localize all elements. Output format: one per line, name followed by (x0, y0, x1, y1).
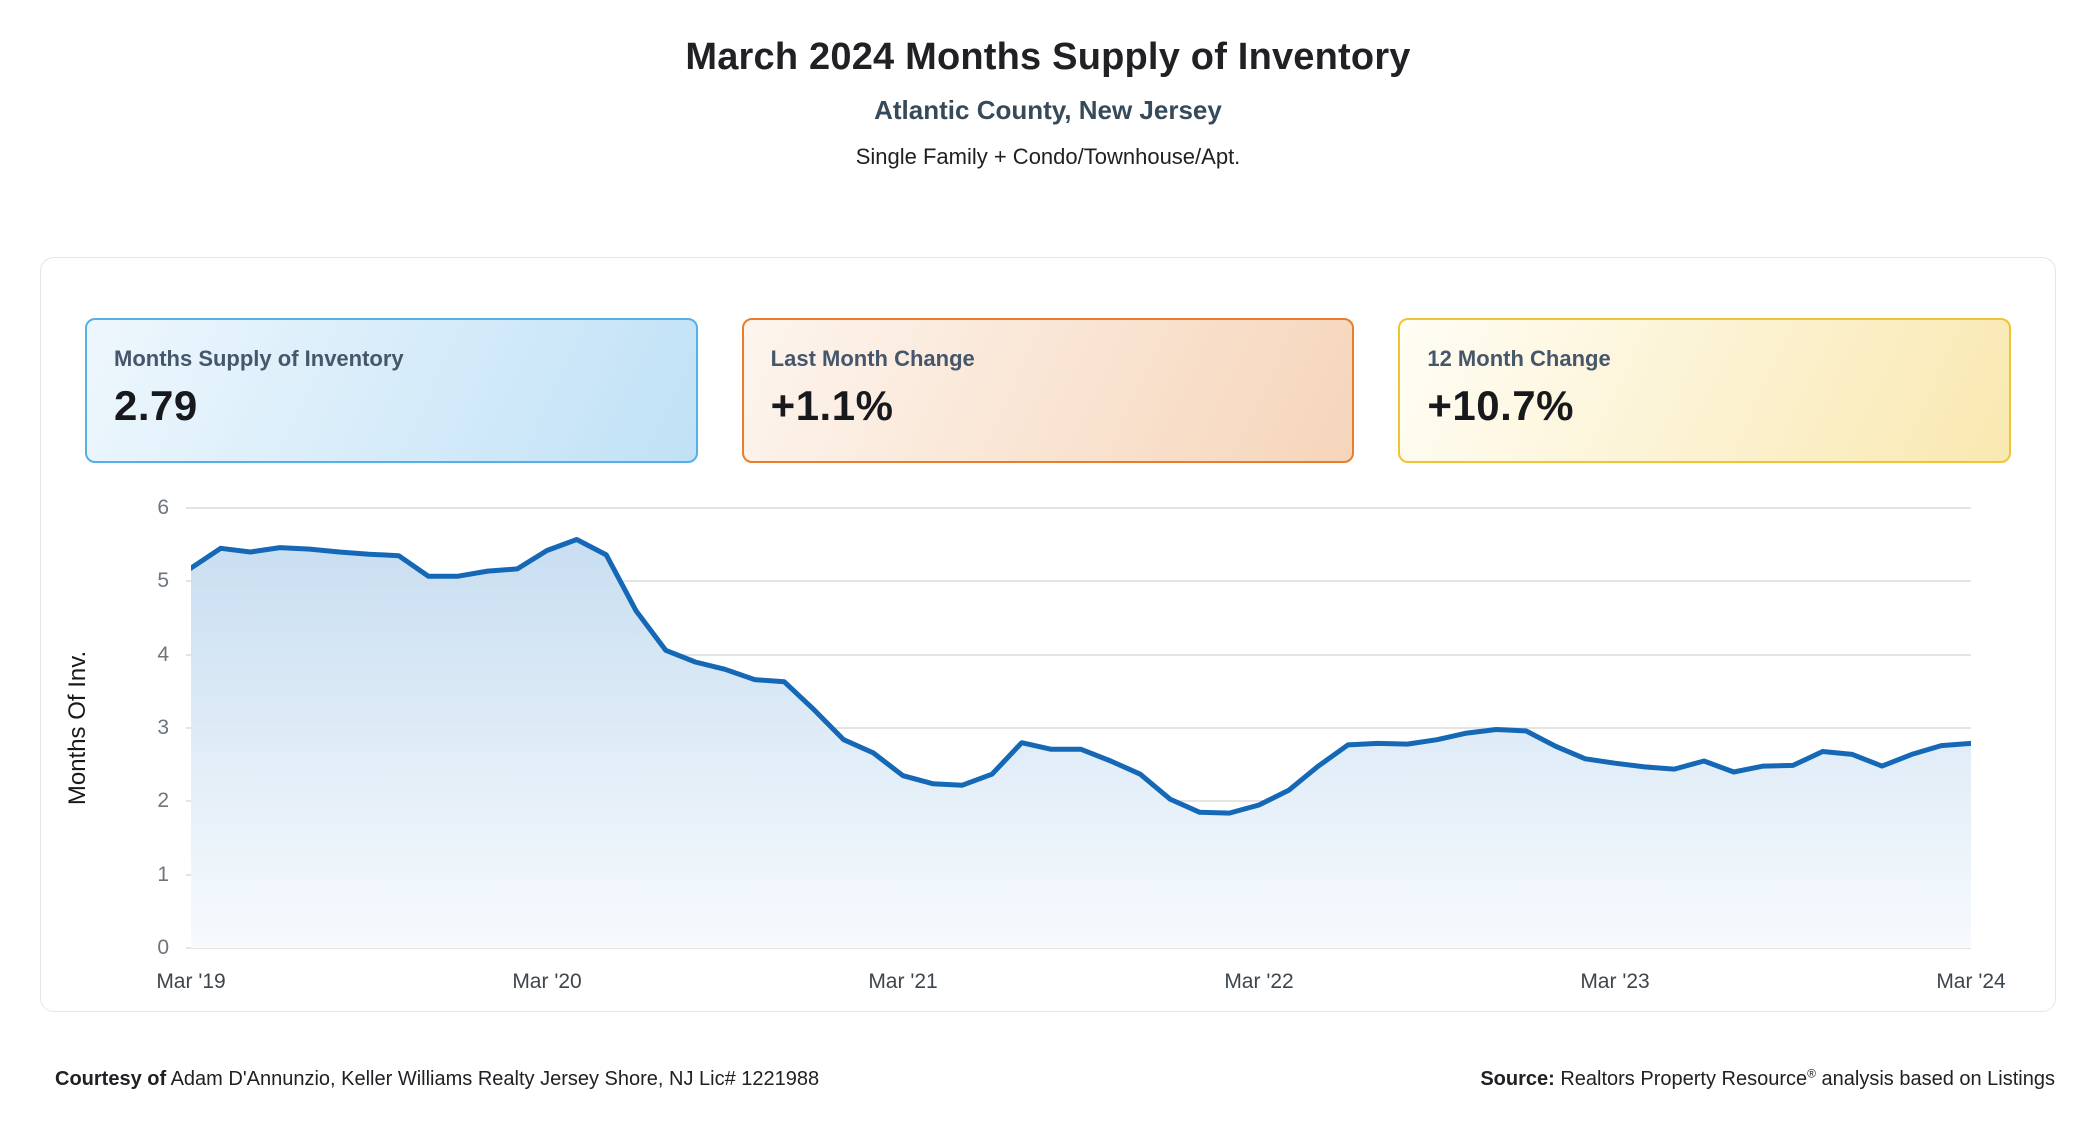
y-axis-tick-label: 0 (157, 936, 169, 959)
x-axis-tick-label: Mar '23 (1580, 970, 1650, 993)
report-header: March 2024 Months Supply of Inventory At… (0, 36, 2096, 170)
x-axis-tick-label: Mar '24 (1936, 970, 2006, 993)
x-axis-tick-label: Mar '22 (1224, 970, 1294, 993)
registered-mark: ® (1807, 1066, 1816, 1081)
stat-card-value: +10.7% (1427, 382, 1574, 429)
stat-card-label: Months Supply of Inventory (114, 346, 404, 371)
area-fill (191, 539, 1971, 948)
report-footer: Courtesy of Adam D'Annunzio, Keller Will… (0, 1066, 2096, 1108)
gridline (186, 580, 1971, 583)
stat-card-value: +1.1% (770, 382, 894, 429)
stat-card-months-supply: Months Supply of Inventory 2.79 (85, 318, 698, 463)
x-axis-tick-label: Mar '19 (156, 970, 226, 993)
property-types-line: Single Family + Condo/Townhouse/Apt. (855, 144, 1241, 169)
x-axis-tick-label: Mar '20 (512, 970, 582, 993)
source-text: Source: Realtors Property Resource® anal… (1480, 1066, 2055, 1090)
y-axis-tick-label: 5 (157, 569, 169, 593)
stat-card-label: 12 Month Change (1427, 346, 1611, 371)
months-supply-chart: Months Of Inv. 0 1 2 3 4 5 6 Mar '19 Mar '20 Mar… (41, 258, 2055, 1011)
gridline (186, 947, 1971, 949)
x-axis-tick-label: Mar '21 (868, 970, 938, 993)
page-title: March 2024 Months Supply of Inventory (685, 36, 1411, 78)
stat-card-label: Last Month Change (770, 346, 975, 371)
y-axis-tick-label: 2 (157, 789, 169, 813)
inventory-area-chart (191, 537, 1971, 948)
page-subtitle: Atlantic County, New Jersey (874, 95, 1222, 125)
y-axis-tick-label: 1 (157, 862, 169, 886)
source-label: Source: (1480, 1068, 1555, 1090)
y-axis-tick-label: 3 (157, 716, 169, 739)
gridline (186, 653, 1971, 656)
report-panel: Months Supply of Inventory 2.79 Last Mon… (40, 257, 2056, 1012)
courtesy-label: Courtesy of (55, 1068, 167, 1090)
stat-card-12-month-change: 12 Month Change +10.7% (1398, 318, 2012, 463)
y-axis-tick-label: 4 (157, 642, 169, 666)
gridline (186, 727, 1971, 729)
y-axis-title: Months Of Inv. (64, 650, 91, 806)
stat-card-value: 2.79 (114, 382, 198, 429)
y-axis-tick-label: 6 (157, 496, 169, 519)
stat-cards-row: Months Supply of Inventory 2.79 Last Mon… (41, 318, 2055, 463)
stat-card-last-month-change: Last Month Change +1.1% (741, 318, 1355, 463)
courtesy-text: Courtesy of Adam D'Annunzio, Keller Will… (55, 1068, 820, 1090)
gridline (186, 507, 1971, 509)
trend-line (191, 537, 1971, 816)
